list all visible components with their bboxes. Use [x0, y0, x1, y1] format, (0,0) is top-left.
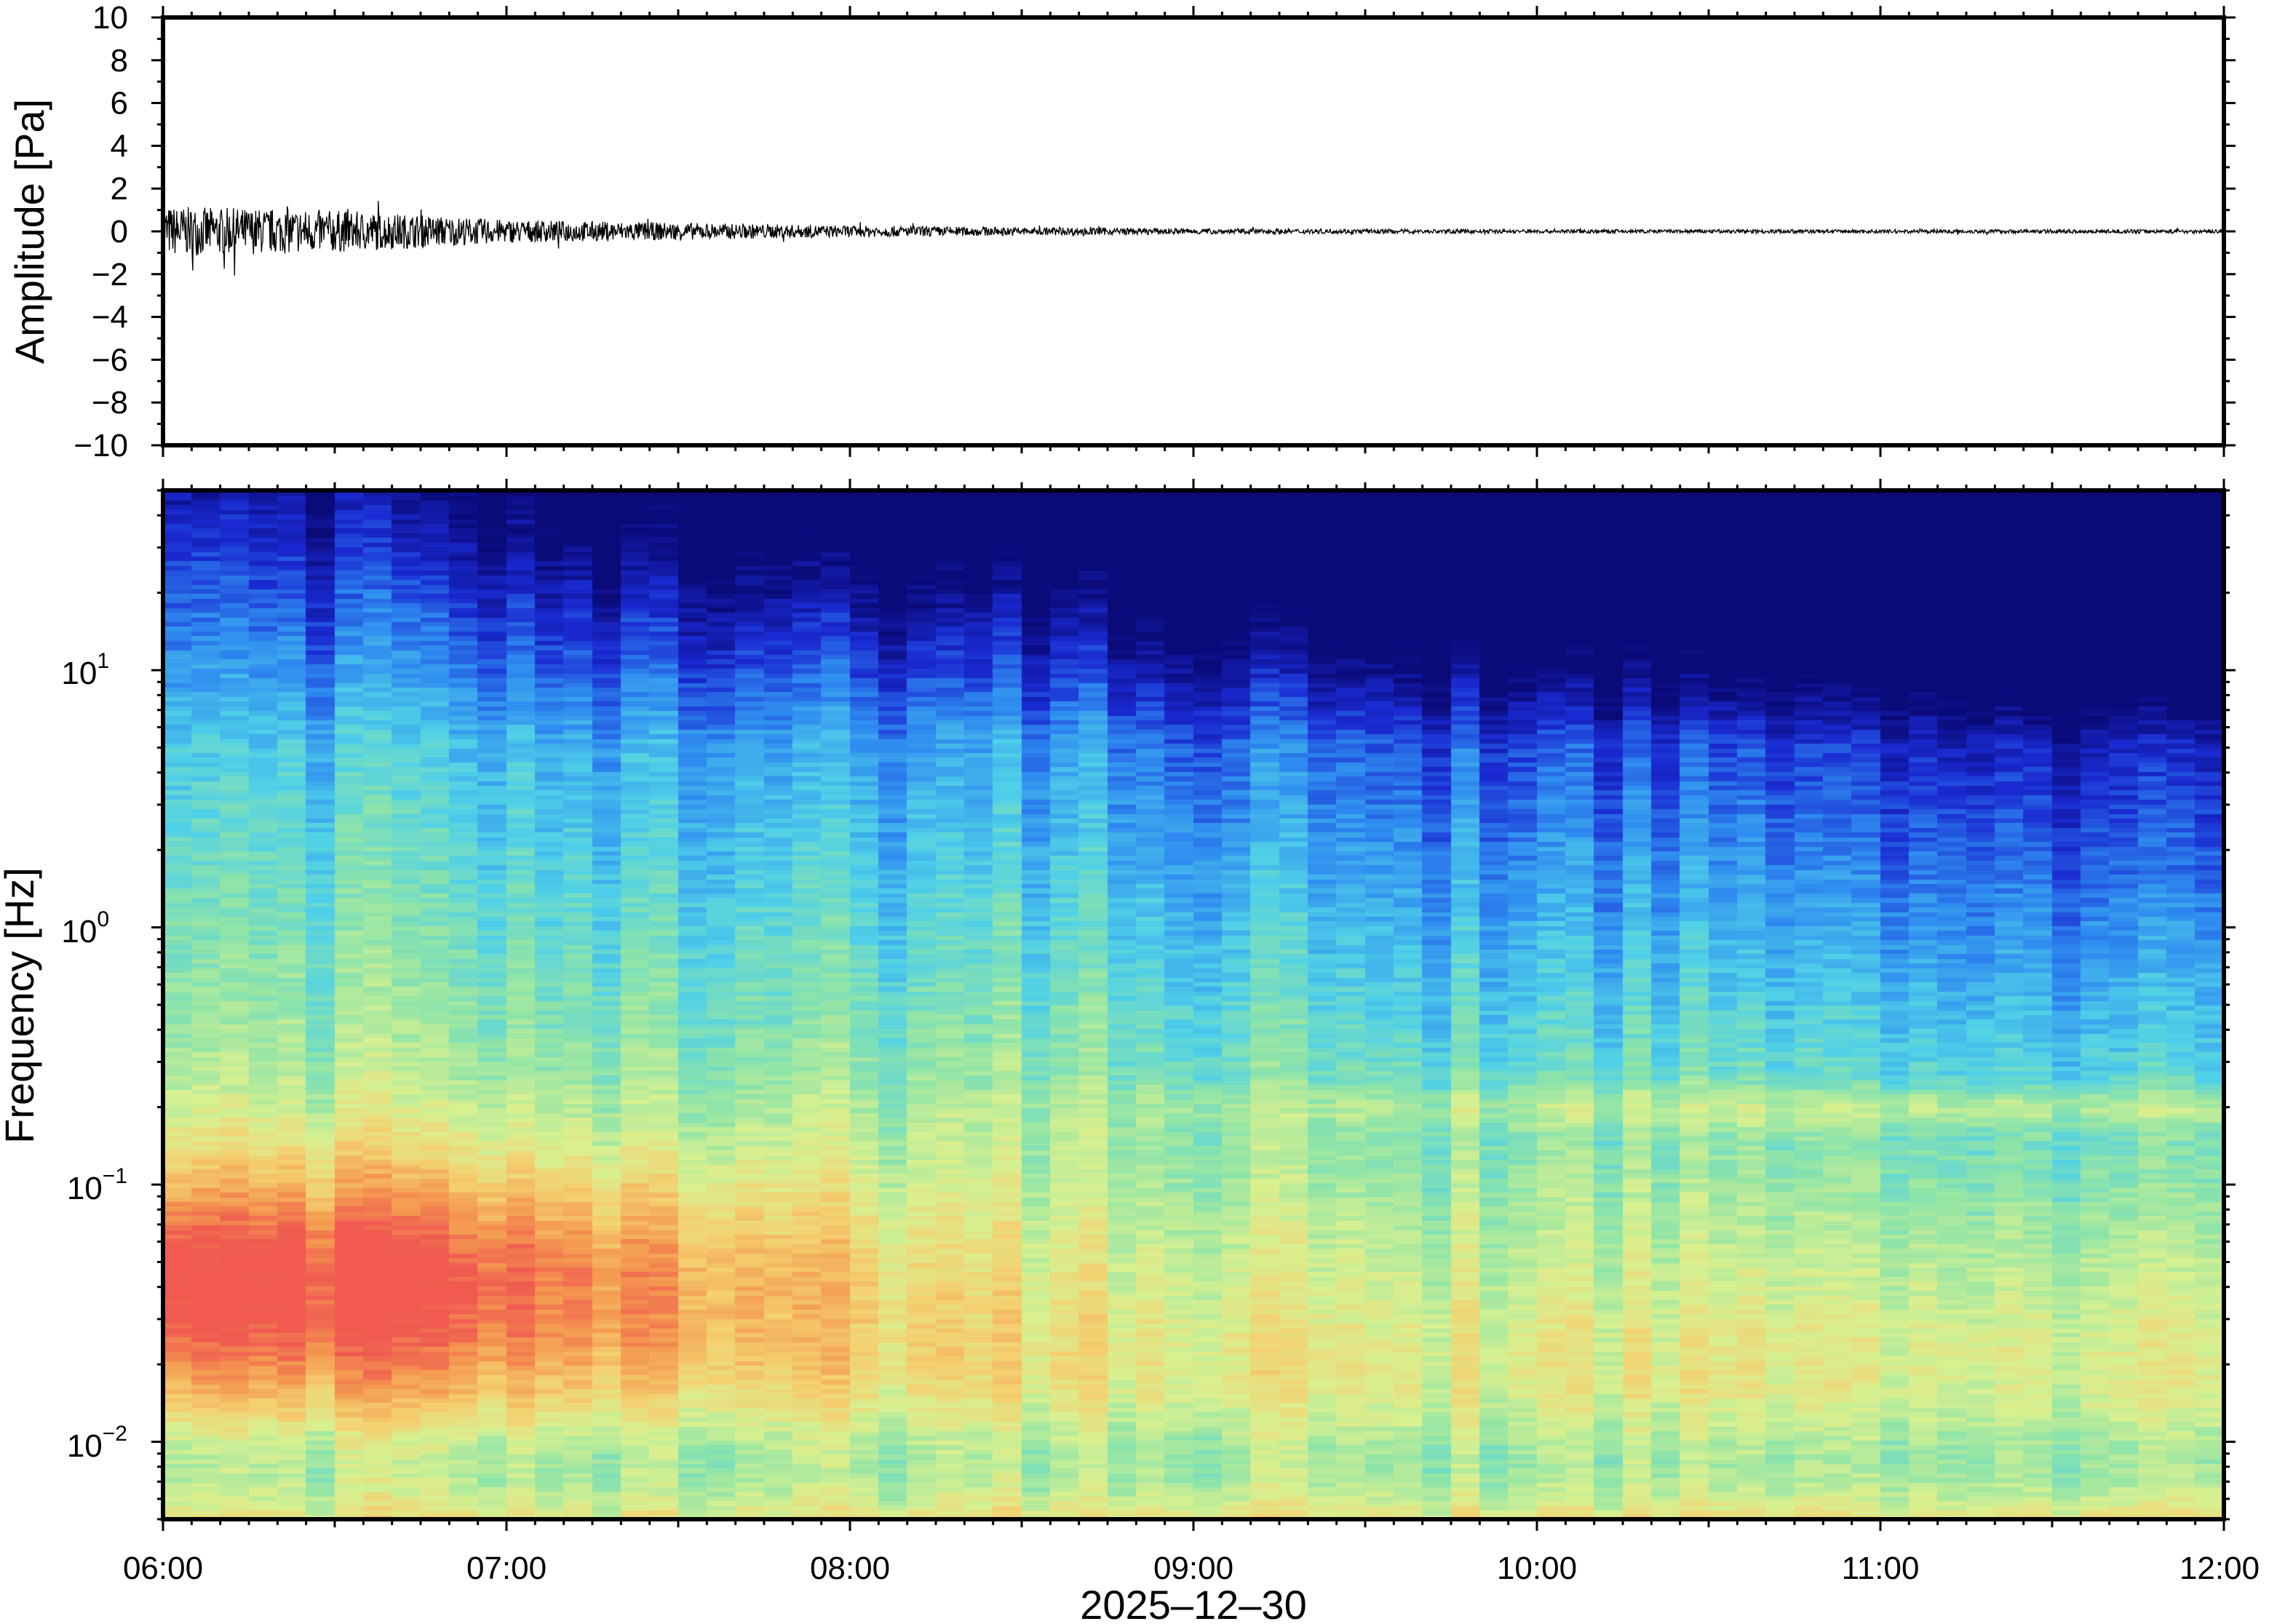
waveform-y-tick-label: −2 [92, 257, 128, 292]
waveform-y-axis-label: Amplitude [Pa] [7, 99, 52, 364]
waveform-y-tick-label: −10 [73, 428, 128, 463]
x-tick-label-0900: 09:00 [1153, 1551, 1233, 1586]
waveform-panel: 10 8 6 4 2 0 −2 −4 −6 −8 −10 Amplitude [Pa] [7, 0, 2236, 463]
y-tick-label-1e1: 101 [61, 649, 109, 691]
waveform-y-tick-labels: 10 8 6 4 2 0 −2 −4 −6 −8 −10 [73, 0, 128, 463]
spectrogram-y-tick-labels: 101 100 10−1 10−2 [61, 649, 127, 1464]
spectrogram-x-axis-label: 2025–12–30 [1080, 1582, 1306, 1624]
y-tick-label-1e-1: 10−1 [67, 1164, 127, 1206]
x-tick-label-1100: 11:00 [1842, 1551, 1920, 1586]
waveform-trace [163, 201, 2224, 276]
spectrogram-panel: 101 100 10−1 10−2 06:00 07:00 08:00 09:0… [0, 479, 2260, 1624]
spectrogram-x-tick-labels: 06:00 07:00 08:00 09:00 10:00 11:00 12:0… [123, 1551, 2260, 1586]
waveform-y-tick-label: −6 [92, 342, 128, 378]
waveform-y-tick-label: 2 [111, 171, 128, 207]
waveform-y-tick-label: −4 [92, 300, 128, 335]
spectrogram-frame [161, 488, 2226, 1521]
waveform-y-tick-label: 10 [92, 0, 128, 36]
x-tick-label-1200: 12:00 [2179, 1551, 2260, 1586]
x-tick-label-0700: 07:00 [466, 1551, 547, 1586]
y-tick-label-1e-2: 10−2 [67, 1422, 127, 1464]
waveform-frame [161, 15, 2226, 447]
waveform-y-tick-label: 4 [111, 128, 128, 164]
spectrogram-heatmap [163, 490, 2224, 1519]
waveform-y-tick-label: 8 [111, 43, 128, 79]
x-tick-label-1000: 10:00 [1497, 1551, 1577, 1586]
spectrogram-y-axis-label: Frequency [Hz] [0, 867, 42, 1144]
spectrogram-image [163, 490, 2224, 1519]
x-tick-label-0600: 06:00 [123, 1551, 203, 1586]
x-tick-label-0800: 08:00 [810, 1551, 890, 1586]
waveform-y-tick-label: 0 [111, 214, 128, 250]
waveform-y-tick-label: 6 [111, 86, 128, 122]
waveform-line [163, 201, 2224, 276]
y-tick-label-1e0: 100 [61, 907, 109, 950]
waveform-y-tick-label: −8 [92, 385, 128, 421]
